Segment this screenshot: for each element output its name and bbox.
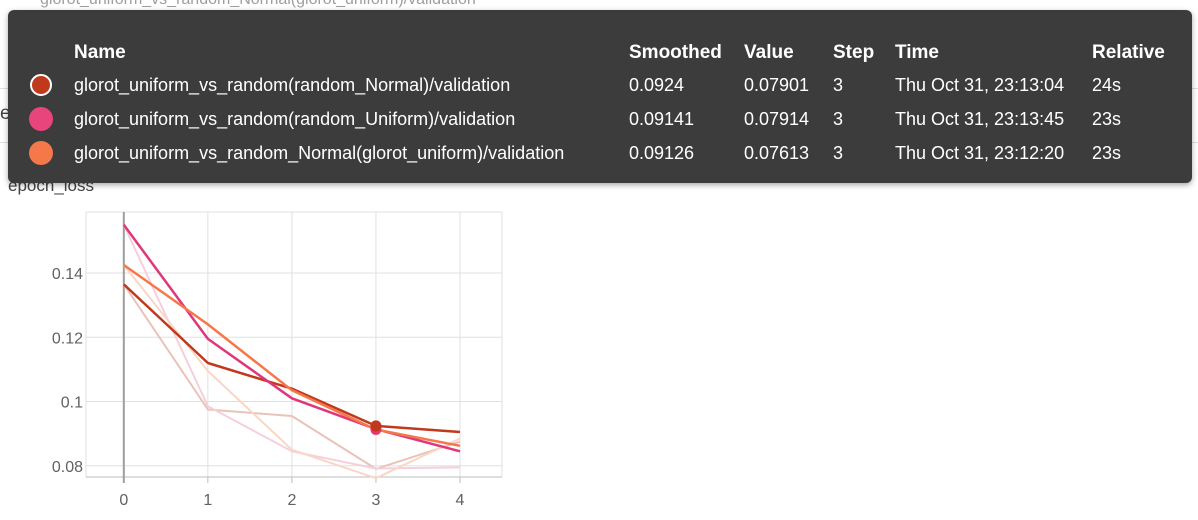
row-time: Thu Oct 31, 23:13:04 bbox=[895, 75, 1065, 95]
header-value: Value bbox=[744, 42, 794, 63]
row-relative: 23s bbox=[1092, 109, 1122, 129]
row-step: 3 bbox=[833, 109, 844, 129]
raw-series-line bbox=[122, 224, 461, 470]
series-color-swatch bbox=[29, 141, 53, 165]
row-relative: 23s bbox=[1092, 143, 1122, 163]
row-step: 3 bbox=[833, 143, 844, 163]
tooltip-row: glorot_uniform_vs_random(random_Uniform)… bbox=[8, 107, 1192, 137]
tooltip-row: glorot_uniform_vs_random_Normal(glorot_u… bbox=[8, 141, 1192, 171]
x-tick-label: 3 bbox=[371, 492, 380, 509]
header-time: Time bbox=[895, 42, 940, 63]
header-step: Step bbox=[833, 42, 875, 63]
header-smoothed: Smoothed bbox=[629, 42, 722, 63]
y-tick-label: 0.14 bbox=[52, 266, 83, 283]
x-tick-label: 0 bbox=[119, 492, 128, 509]
header-relative: Relative bbox=[1092, 42, 1165, 63]
y-tick-label: 0.12 bbox=[52, 330, 83, 347]
row-value: 0.07613 bbox=[744, 143, 810, 163]
row-name: glorot_uniform_vs_random(random_Uniform)… bbox=[74, 109, 516, 129]
row-value: 0.07901 bbox=[744, 75, 810, 95]
tooltip-header-row: Name Smoothed Value Step Time Relative bbox=[8, 42, 1192, 66]
smoothed-series-line bbox=[122, 224, 461, 453]
line-chart[interactable]: 0.08 0.1 0.12 0.14 0 1 2 3 4 bbox=[0, 205, 520, 515]
row-smoothed: 0.09126 bbox=[629, 143, 695, 163]
series-color-swatch bbox=[30, 74, 52, 96]
row-value: 0.07914 bbox=[744, 109, 810, 129]
smoothed-series-line bbox=[122, 283, 461, 434]
row-name: glorot_uniform_vs_random(random_Normal)/… bbox=[74, 75, 511, 95]
y-tick-label: 0.08 bbox=[52, 459, 83, 476]
x-tick-label: 1 bbox=[203, 492, 212, 509]
row-time: Thu Oct 31, 23:12:20 bbox=[895, 143, 1065, 163]
header-name: Name bbox=[74, 42, 126, 63]
tooltip-row: glorot_uniform_vs_random(random_Normal)/… bbox=[8, 73, 1192, 103]
hover-tooltip: Name Smoothed Value Step Time Relative g… bbox=[8, 10, 1192, 183]
row-step: 3 bbox=[833, 75, 844, 95]
x-tick-label: 2 bbox=[287, 492, 296, 509]
row-name: glorot_uniform_vs_random_Normal(glorot_u… bbox=[74, 143, 565, 163]
series-color-swatch bbox=[29, 107, 53, 131]
row-relative: 24s bbox=[1092, 75, 1122, 95]
raw-series-line bbox=[122, 283, 461, 470]
hover-point bbox=[370, 420, 382, 432]
x-tick-label: 4 bbox=[456, 492, 465, 509]
smoothed-series-line bbox=[123, 263, 461, 448]
row-time: Thu Oct 31, 23:13:45 bbox=[895, 109, 1065, 129]
row-smoothed: 0.09141 bbox=[629, 109, 695, 129]
y-tick-label: 0.1 bbox=[61, 395, 83, 412]
run-path-text: glorot_uniform_vs_random_Normal(glorot_u… bbox=[40, 0, 476, 9]
row-smoothed: 0.0924 bbox=[629, 75, 685, 95]
